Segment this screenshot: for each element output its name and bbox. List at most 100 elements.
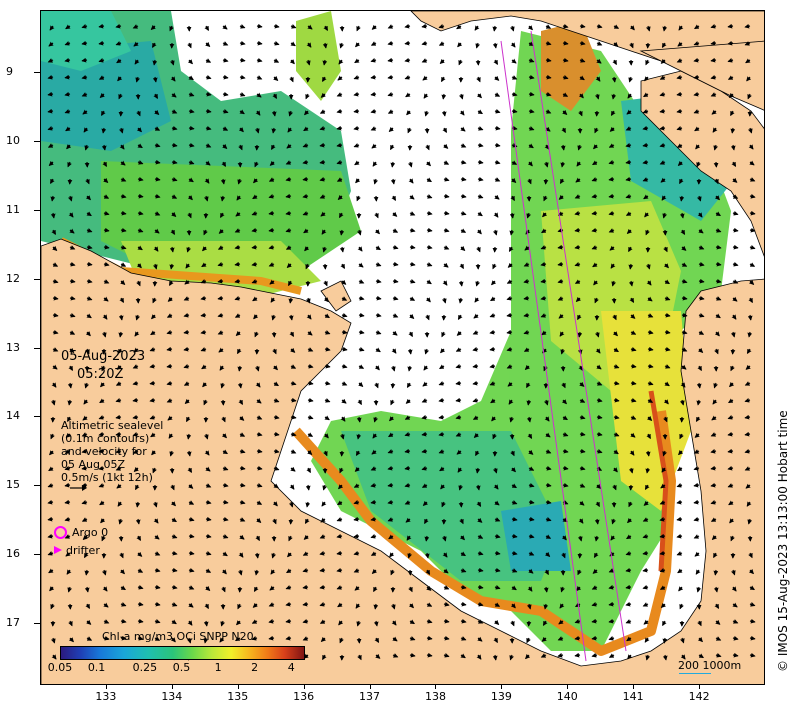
velocity-arrow bbox=[424, 348, 429, 355]
velocity-arrow bbox=[710, 92, 717, 97]
velocity-arrow bbox=[559, 331, 565, 337]
velocity-arrow bbox=[103, 244, 110, 250]
velocity-arrow bbox=[149, 380, 156, 386]
velocity-arrow bbox=[748, 127, 753, 134]
velocity-arrow bbox=[440, 76, 446, 83]
velocity-arrow bbox=[749, 193, 756, 199]
velocity-arrow bbox=[404, 75, 411, 80]
velocity-arrow bbox=[630, 346, 637, 352]
velocity-arrow bbox=[370, 74, 377, 80]
velocity-arrow bbox=[625, 126, 632, 131]
velocity-arrow bbox=[203, 195, 209, 202]
velocity-arrow bbox=[677, 41, 683, 47]
velocity-arrow bbox=[305, 263, 310, 270]
velocity-arrow bbox=[714, 178, 719, 185]
velocity-arrow bbox=[732, 194, 739, 199]
velocity-arrow bbox=[252, 296, 258, 302]
velocity-arrow bbox=[387, 40, 394, 46]
velocity-arrow bbox=[646, 263, 651, 270]
velocity-arrow bbox=[67, 161, 72, 168]
velocity-arrow bbox=[511, 177, 517, 183]
velocity-arrow bbox=[166, 329, 173, 335]
velocity-arrow bbox=[322, 59, 328, 66]
lon-tick-label: 135 bbox=[227, 690, 249, 703]
velocity-arrow bbox=[68, 195, 73, 202]
map-panel[interactable] bbox=[40, 10, 765, 685]
velocity-arrow bbox=[115, 381, 122, 386]
note-line-4: 05 Aug 05Z bbox=[61, 458, 126, 471]
velocity-arrow bbox=[273, 75, 279, 81]
velocity-arrow bbox=[324, 346, 331, 352]
velocity-arrow bbox=[132, 24, 139, 29]
velocity-arrow bbox=[168, 280, 174, 286]
velocity-arrow bbox=[273, 23, 280, 29]
velocity-arrow bbox=[289, 76, 294, 83]
velocity-arrow bbox=[220, 382, 226, 389]
velocity-arrow bbox=[253, 314, 259, 320]
velocity-arrow bbox=[285, 228, 292, 233]
velocity-arrow bbox=[698, 228, 704, 234]
velocity-arrow bbox=[455, 363, 462, 369]
velocity-arrow bbox=[443, 210, 450, 216]
velocity-arrow bbox=[171, 211, 177, 217]
velocity-arrow bbox=[98, 75, 105, 80]
velocity-arrow bbox=[320, 211, 326, 217]
velocity-arrow bbox=[234, 313, 241, 318]
velocity-arrow bbox=[101, 331, 107, 338]
velocity-arrow bbox=[251, 211, 258, 216]
velocity-arrow bbox=[375, 245, 381, 251]
velocity-arrow bbox=[217, 330, 224, 335]
velocity-arrow bbox=[494, 159, 501, 165]
velocity-arrow bbox=[510, 25, 515, 32]
velocity-arrow bbox=[51, 229, 57, 235]
velocity-arrow bbox=[698, 261, 705, 267]
drifter-legend-label: drifter bbox=[66, 544, 100, 557]
velocity-arrow bbox=[152, 297, 157, 304]
velocity-arrow bbox=[68, 365, 74, 371]
velocity-arrow bbox=[457, 314, 463, 320]
velocity-arrow bbox=[681, 278, 688, 284]
velocity-arrow bbox=[68, 212, 74, 218]
map-canvas[interactable] bbox=[41, 11, 765, 685]
velocity-arrow bbox=[625, 159, 632, 165]
velocity-arrow bbox=[460, 245, 466, 251]
velocity-arrow bbox=[85, 331, 91, 337]
velocity-arrow bbox=[509, 229, 515, 236]
velocity-arrow bbox=[441, 331, 446, 338]
colorbar-tick-label: 0.5 bbox=[172, 661, 191, 674]
velocity-arrow bbox=[217, 295, 224, 301]
velocity-arrow bbox=[48, 160, 54, 166]
velocity-arrow bbox=[324, 330, 331, 335]
velocity-arrow bbox=[460, 176, 467, 182]
velocity-arrow bbox=[205, 58, 212, 63]
velocity-arrow bbox=[662, 25, 668, 32]
lon-tick-label: 142 bbox=[688, 690, 710, 703]
velocity-arrow bbox=[338, 59, 344, 65]
velocity-arrow bbox=[473, 313, 479, 319]
velocity-arrow bbox=[153, 93, 159, 99]
velocity-arrow bbox=[183, 381, 190, 386]
velocity-arrow bbox=[336, 177, 343, 182]
lon-tick-label: 137 bbox=[359, 690, 381, 703]
velocity-arrow bbox=[98, 58, 105, 63]
velocity-arrow bbox=[731, 161, 737, 167]
velocity-arrow bbox=[574, 244, 581, 250]
velocity-arrow bbox=[627, 93, 633, 99]
velocity-arrow bbox=[593, 280, 599, 286]
velocity-arrow bbox=[319, 142, 326, 148]
velocity-arrow bbox=[577, 144, 582, 151]
velocity-arrow bbox=[407, 127, 412, 134]
velocity-arrow bbox=[474, 297, 480, 303]
velocity-arrow bbox=[271, 127, 277, 134]
velocity-arrow bbox=[373, 178, 379, 185]
velocity-arrow bbox=[696, 382, 702, 389]
velocity-arrow bbox=[200, 347, 207, 352]
velocity-arrow bbox=[561, 127, 566, 134]
velocity-arrow bbox=[120, 262, 127, 267]
velocity-arrow bbox=[183, 364, 190, 369]
velocity-arrow bbox=[48, 41, 54, 47]
velocity-arrow bbox=[254, 552, 260, 559]
velocity-arrow bbox=[205, 160, 211, 166]
velocity-arrow bbox=[358, 329, 365, 335]
velocity-arrow bbox=[745, 58, 751, 64]
